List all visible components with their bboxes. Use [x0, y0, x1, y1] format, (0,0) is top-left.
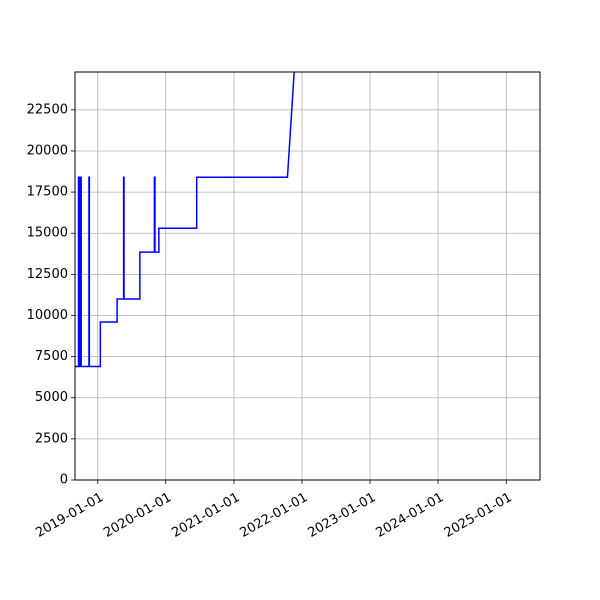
plot-frame	[74, 71, 541, 481]
y-tick-label: 12500	[27, 267, 68, 282]
y-tick-label: 20000	[27, 143, 68, 158]
y-tick-label: 17500	[27, 185, 68, 200]
series-line	[75, 72, 295, 368]
y-tick-label: 10000	[27, 308, 68, 323]
y-tick-label: 0	[60, 473, 68, 488]
y-tick-label: 5000	[35, 390, 68, 405]
y-tick-label: 2500	[35, 431, 68, 446]
data-series	[75, 72, 295, 368]
grid-lines	[75, 72, 540, 481]
y-tick-label: 7500	[35, 349, 68, 364]
y-axis: 0 2500 5000 7500 10000 12500 15000 17500 20000 22…	[27, 102, 75, 488]
y-tick-label: 22500	[27, 102, 68, 117]
y-tick-label: 15000	[27, 226, 68, 241]
